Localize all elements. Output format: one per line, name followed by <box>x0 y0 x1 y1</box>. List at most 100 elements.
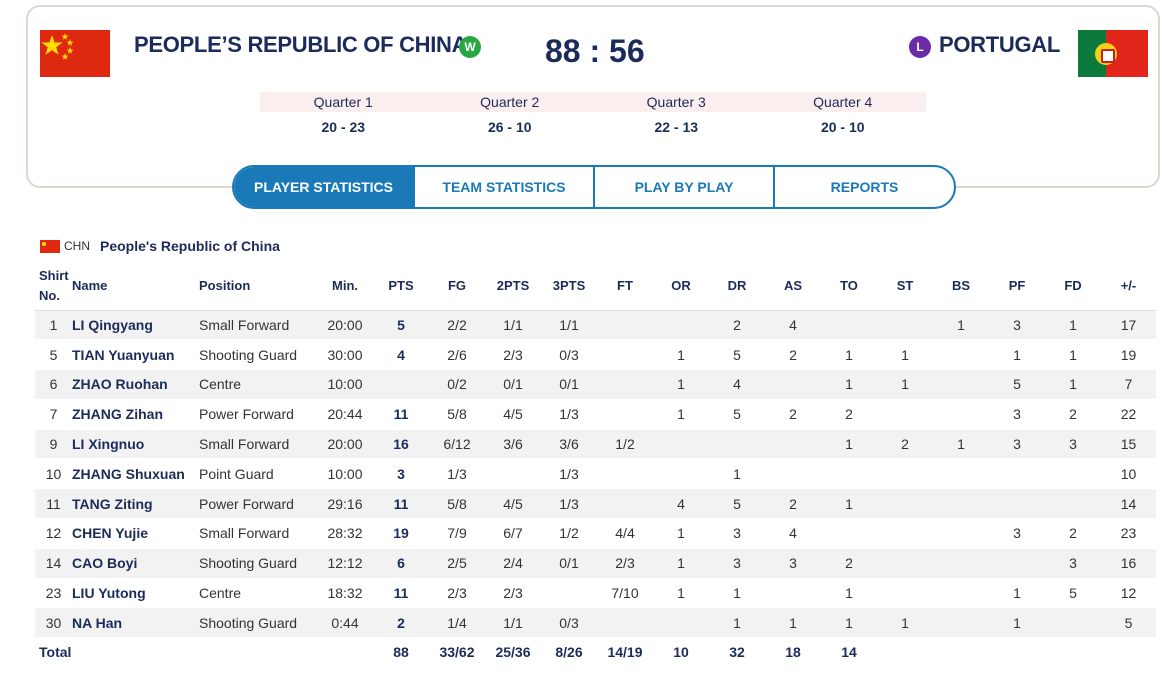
cell-as: 2 <box>765 488 821 520</box>
tab-reports[interactable]: REPORTS <box>830 179 899 195</box>
cell-fd: 1 <box>1045 310 1101 341</box>
cell-pf: 5 <box>989 369 1045 400</box>
cell-st: 1 <box>877 607 933 639</box>
cell-name[interactable]: NA Han <box>72 607 199 639</box>
tab-team-statistics[interactable]: TEAM STATISTICS <box>415 167 595 207</box>
cell-to: 1 <box>821 607 877 639</box>
cell-pm: 19 <box>1101 339 1156 371</box>
col-ft: FT <box>597 262 653 311</box>
cell-name[interactable]: LI Qingyang <box>72 310 199 341</box>
cell-name[interactable]: LIU Yutong <box>72 578 199 609</box>
col-fd: FD <box>1045 262 1101 311</box>
cell-position: Small Forward <box>199 429 317 460</box>
col-fg: FG <box>429 262 485 311</box>
totals-2pts: 25/36 <box>485 637 541 667</box>
cell-p2: 4/5 <box>485 399 541 430</box>
cell-pm: 22 <box>1101 399 1156 430</box>
cell-or: 1 <box>653 399 709 430</box>
col-shirt: Shirt No. <box>35 262 72 311</box>
tab-play-by-play[interactable]: PLAY BY PLAY <box>595 167 775 207</box>
cell-position: Small Forward <box>199 518 317 549</box>
cell-pf: 3 <box>989 310 1045 341</box>
cell-fg: 2/2 <box>429 310 485 341</box>
cell-name[interactable]: CAO Boyi <box>72 548 199 579</box>
quarter-2-label: Quarter 2 <box>480 94 540 110</box>
cell-st <box>877 399 933 430</box>
cell-dr: 5 <box>709 399 765 430</box>
cell-name[interactable]: TIAN Yuanyuan <box>72 339 199 371</box>
cell-fd <box>1045 458 1101 490</box>
team-code: CHN <box>64 239 90 253</box>
stats-tabs: PLAYER STATISTICS TEAM STATISTICS PLAY B… <box>232 165 956 209</box>
cell-to: 1 <box>821 578 877 609</box>
cell-st <box>877 548 933 579</box>
totals-min <box>317 637 373 667</box>
cell-to: 2 <box>821 548 877 579</box>
cell-dr: 4 <box>709 369 765 400</box>
cell-to: 1 <box>821 339 877 371</box>
table-row: 1 LI Qingyang Small Forward 20:00 5 2/2 1/1 1/1… <box>35 310 1156 341</box>
cell-name[interactable]: ZHANG Shuxuan <box>72 458 199 490</box>
cell-st: 2 <box>877 429 933 460</box>
col-dr: DR <box>709 262 765 311</box>
cell-name[interactable]: ZHAO Ruohan <box>72 369 199 400</box>
totals-or: 10 <box>653 637 709 667</box>
player-stats-table: Shirt No. Name Position Min. PTS FG 2PTS… <box>35 262 1156 667</box>
cell-bs <box>933 458 989 490</box>
cell-ft: 7/10 <box>597 578 653 609</box>
cell-min: 29:16 <box>317 488 373 520</box>
cell-p3: 1/1 <box>541 310 597 341</box>
cell-p3: 1/3 <box>541 399 597 430</box>
final-score: 88 : 56 <box>545 33 645 69</box>
cell-dr: 1 <box>709 578 765 609</box>
cell-st <box>877 578 933 609</box>
team-heading: CHN People's Republic of China <box>40 238 280 254</box>
cell-position: Small Forward <box>199 310 317 341</box>
cell-position: Shooting Guard <box>199 607 317 639</box>
cell-name[interactable]: ZHANG Zihan <box>72 399 199 430</box>
cell-dr: 1 <box>709 458 765 490</box>
totals-3pts: 8/26 <box>541 637 597 667</box>
table-row: 12 CHEN Yujie Small Forward 28:32 19 7/9 6/7 1/… <box>35 518 1156 549</box>
cell-fg: 1/4 <box>429 607 485 639</box>
cell-position: Centre <box>199 578 317 609</box>
cell-pm: 14 <box>1101 488 1156 520</box>
tab-player-statistics[interactable]: PLAYER STATISTICS <box>234 167 415 207</box>
col-position: Position <box>199 262 317 311</box>
cell-pts: 5 <box>373 310 429 341</box>
cell-bs <box>933 548 989 579</box>
table-row: 5 TIAN Yuanyuan Shooting Guard 30:00 4 2/6 2/3… <box>35 339 1156 371</box>
cell-ft <box>597 399 653 430</box>
cell-p3: 0/1 <box>541 369 597 400</box>
totals-bs <box>933 637 989 667</box>
table-row: 6 ZHAO Ruohan Centre 10:00 0/2 0/1 0/1 1 4 1 1 5 1 7 <box>35 369 1156 400</box>
cell-p2: 2/3 <box>485 339 541 371</box>
quarter-2-score: 26 - 10 <box>487 119 532 135</box>
cell-name[interactable]: CHEN Yujie <box>72 518 199 549</box>
win-badge: W <box>459 36 481 58</box>
cell-as: 2 <box>765 339 821 371</box>
cell-p3: 3/6 <box>541 429 597 460</box>
cell-pm: 7 <box>1101 369 1156 400</box>
col-or: OR <box>653 262 709 311</box>
cell-pf: 1 <box>989 578 1045 609</box>
col-as: AS <box>765 262 821 311</box>
cell-dr: 3 <box>709 518 765 549</box>
cell-position: Point Guard <box>199 458 317 490</box>
cell-ft: 4/4 <box>597 518 653 549</box>
cell-dr <box>709 429 765 460</box>
cell-pf: 3 <box>989 429 1045 460</box>
away-team-name: PORTUGAL <box>939 32 1061 57</box>
cell-or: 1 <box>653 518 709 549</box>
cell-as: 4 <box>765 310 821 341</box>
cell-pts: 3 <box>373 458 429 490</box>
cell-name[interactable]: TANG Ziting <box>72 488 199 520</box>
cell-bs: 1 <box>933 429 989 460</box>
home-team-name: PEOPLE’S REPUBLIC OF CHINA <box>134 32 468 57</box>
cell-name[interactable]: LI Xingnuo <box>72 429 199 460</box>
cell-st <box>877 488 933 520</box>
cell-shirt: 14 <box>35 548 72 579</box>
cell-pm: 17 <box>1101 310 1156 341</box>
cell-fd: 1 <box>1045 369 1101 400</box>
cell-pf: 1 <box>989 607 1045 639</box>
